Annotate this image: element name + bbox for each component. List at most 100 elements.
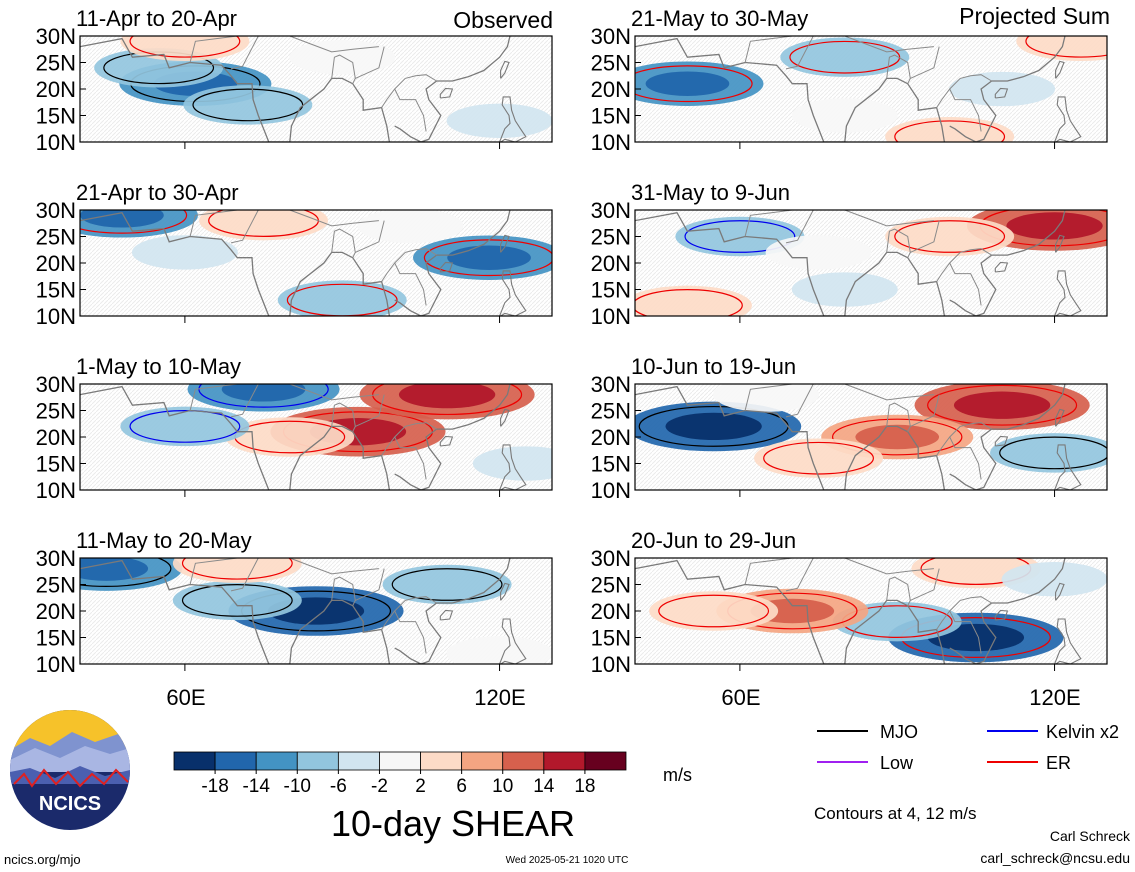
- lat-tick-label: 20N: [36, 77, 76, 102]
- contour-line: [391, 568, 503, 601]
- shear-anomaly-cell: [225, 417, 355, 457]
- lat-tick-label: 30N: [36, 198, 76, 223]
- island-outline: [288, 143, 300, 162]
- country-border: [355, 46, 385, 79]
- colorbar-swatch: [296, 751, 339, 771]
- country-border: [844, 210, 934, 227]
- lat-tick-label: 20N: [36, 425, 76, 450]
- country-border: [381, 248, 437, 282]
- lat-tick-label: 25N: [36, 573, 76, 598]
- colorbar-swatch: [379, 751, 421, 771]
- country-border: [189, 210, 238, 237]
- lat-tick-label: 15N: [591, 626, 631, 651]
- lat-tick-label: 15N: [36, 626, 76, 651]
- shear-anomaly-core: [398, 384, 496, 409]
- panel-period-title: 11-Apr to 20-Apr: [76, 6, 237, 31]
- country-border: [230, 558, 259, 592]
- country-border: [785, 558, 814, 592]
- island-outline: [288, 317, 300, 336]
- coastline: [394, 384, 511, 490]
- colorbar-swatch: [543, 751, 586, 771]
- lat-tick-label: 15N: [36, 278, 76, 303]
- island-outline: [288, 665, 300, 684]
- contour-line: [181, 558, 293, 580]
- coastline: [949, 384, 1066, 490]
- coastline: [80, 211, 391, 316]
- coastline: [80, 385, 391, 490]
- footer-email: carl_schreck@ncsu.edu: [980, 850, 1130, 866]
- colorbar-swatch: [461, 751, 504, 771]
- island-outline: [439, 261, 454, 273]
- island-outline: [994, 87, 1009, 99]
- country-border: [844, 384, 934, 401]
- colorbar-swatch: [420, 751, 463, 771]
- shear-anomaly-cell: [289, 40, 396, 75]
- colorbar-swatch: [255, 751, 298, 771]
- lat-tick-label: 10N: [591, 652, 631, 677]
- shear-anomaly-cell: [131, 235, 238, 270]
- coastline: [394, 210, 511, 316]
- shear-anomaly-cell: [635, 285, 752, 316]
- country-border: [394, 262, 427, 306]
- colorbar: -18 -14 -10 -6 -2 2 6 10 14 18: [173, 751, 627, 797]
- lat-tick-label: 10N: [36, 478, 76, 503]
- country-border: [886, 54, 911, 84]
- country-border: [394, 436, 427, 480]
- contour-line: [1025, 36, 1107, 58]
- panel-period-title: 21-Apr to 30-Apr: [76, 180, 239, 205]
- island-outline: [500, 582, 510, 601]
- country-border: [744, 558, 793, 585]
- lat-tick-label: 10N: [36, 130, 76, 155]
- shear-anomaly-core: [665, 412, 762, 441]
- contour-line: [192, 88, 304, 122]
- projected-label: Projected Sum: [959, 3, 1110, 29]
- coastline: [80, 559, 391, 664]
- legend-label-kelvin: Kelvin x2: [1046, 722, 1119, 742]
- lat-tick-label: 25N: [36, 225, 76, 250]
- lat-tick-label: 30N: [591, 198, 631, 223]
- shear-anomaly-cell: [780, 37, 910, 77]
- country-border: [355, 394, 385, 427]
- island-outline: [1055, 234, 1065, 253]
- coastline: [635, 559, 946, 664]
- contour-line: [894, 220, 1006, 253]
- shear-anomaly-core: [1006, 212, 1103, 240]
- country-border: [949, 436, 982, 480]
- contour-line: [789, 40, 901, 74]
- lon-tick-60e-left: 60E: [166, 685, 205, 710]
- island-outline: [439, 435, 454, 447]
- lat-tick-label: 10N: [591, 478, 631, 503]
- contour-line: [129, 36, 241, 58]
- island-outline: [1055, 60, 1065, 79]
- country-border: [331, 402, 356, 432]
- lat-tick-label: 25N: [36, 51, 76, 76]
- legend-label-mjo: MJO: [880, 722, 918, 742]
- island-outline: [1053, 96, 1082, 142]
- lat-tick-label: 20N: [36, 599, 76, 624]
- colorbar-tick-label: 10: [492, 776, 513, 797]
- colorbar-swatch: [173, 751, 216, 771]
- colorbar-swatch: [337, 751, 380, 771]
- shear-anomaly-core: [80, 210, 164, 228]
- country-border: [844, 36, 934, 53]
- panel-period-title: 10-Jun to 19-Jun: [631, 354, 796, 379]
- coastline: [635, 385, 946, 490]
- coastline: [949, 210, 1066, 316]
- colorbar-swatch: [214, 751, 257, 771]
- variable-title: 10-day SHEAR: [331, 803, 575, 844]
- island-outline: [1055, 408, 1065, 427]
- coastline: [394, 36, 511, 142]
- country-border: [381, 596, 437, 630]
- contour-line: [80, 558, 172, 588]
- panel-period-title: 1-May to 10-May: [76, 354, 241, 379]
- ncics-logo: NCICS: [10, 710, 130, 830]
- lat-tick-label: 20N: [591, 77, 631, 102]
- country-border: [230, 210, 259, 244]
- lat-tick-label: 10N: [36, 652, 76, 677]
- country-border: [381, 74, 437, 108]
